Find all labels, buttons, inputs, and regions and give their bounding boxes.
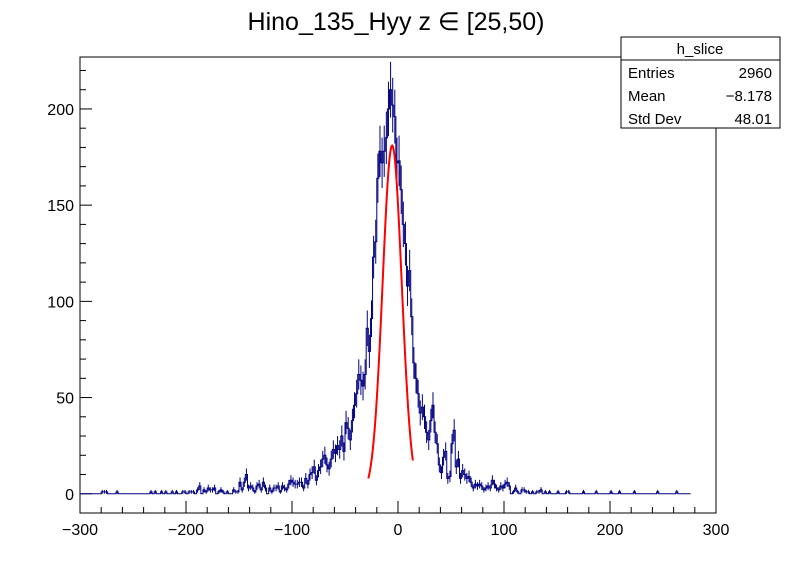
x-tick-label: 100 [491,522,518,539]
x-tick-label: −300 [62,522,98,539]
y-tick-label: 200 [47,102,74,119]
gaussian-fit-curve [367,144,414,479]
x-tick-label: 300 [703,522,730,539]
y-tick-label: 100 [47,294,74,311]
y-tick-label: 50 [56,391,74,408]
histogram-series [80,89,691,495]
stats-mean-value: −8.178 [726,88,772,105]
y-tick-label: 150 [47,198,74,215]
chart-title: Hino_135_Hyy z ∈ [25,50) [248,8,545,36]
y-tick-label: 0 [65,487,74,504]
stats-entries-label: Entries [628,65,675,82]
stats-mean-label: Mean [628,88,666,105]
x-tick-label: 0 [394,522,403,539]
stats-entries-value: 2960 [739,65,772,82]
stats-stddev-label: Std Dev [628,111,682,128]
y-axis: 0 50 100 150 200 [47,69,92,514]
x-tick-label: 200 [597,522,624,539]
x-axis: −300 −200 −100 0 100 200 300 [62,501,729,539]
histogram-error-bars [101,61,678,494]
stats-box-title: h_slice [677,41,724,58]
stats-box-frame [620,36,781,129]
x-tick-label: −100 [274,522,310,539]
stats-box: h_slice Entries 2960 Mean −8.178 Std Dev… [620,36,781,129]
stats-stddev-value: 48.01 [734,111,772,128]
x-tick-label: −200 [168,522,204,539]
